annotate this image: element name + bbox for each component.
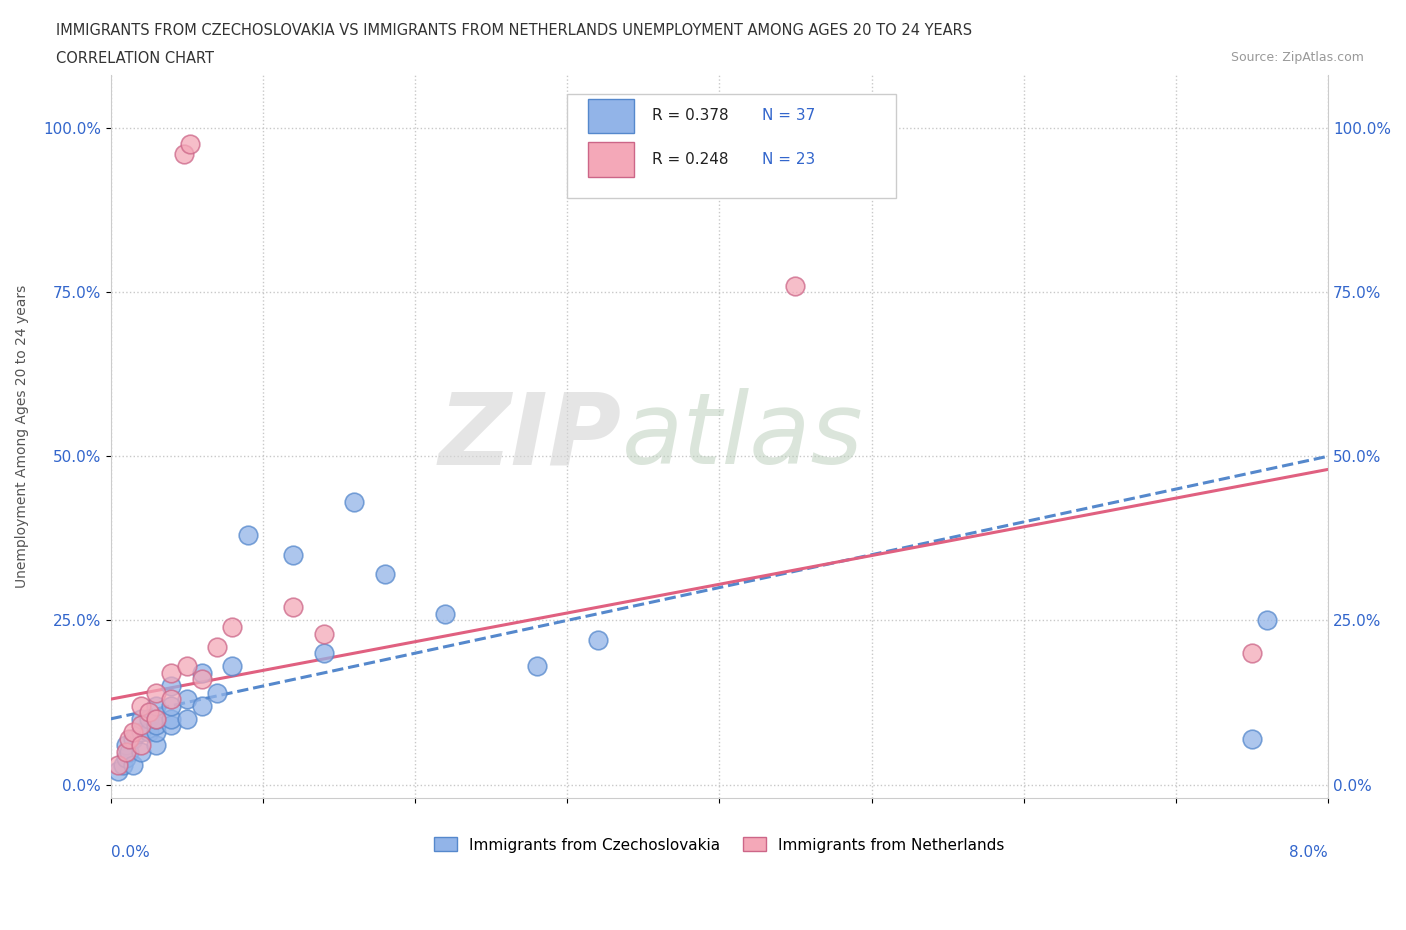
Point	[160, 692, 183, 707]
Point	[374, 567, 396, 582]
Point	[145, 737, 167, 752]
Point	[176, 658, 198, 673]
Point	[586, 632, 609, 647]
Text: N = 37: N = 37	[762, 109, 815, 124]
Point	[114, 744, 136, 759]
Point	[129, 718, 152, 733]
Point	[118, 744, 141, 759]
Text: R = 0.378: R = 0.378	[652, 109, 730, 124]
Text: atlas: atlas	[621, 388, 863, 485]
Legend: Immigrants from Czechoslovakia, Immigrants from Netherlands: Immigrants from Czechoslovakia, Immigran…	[427, 831, 1011, 858]
Point	[160, 679, 183, 694]
Point	[107, 757, 129, 772]
Point	[205, 685, 228, 700]
Point	[145, 711, 167, 726]
Point	[111, 757, 134, 772]
Point	[138, 711, 160, 726]
Point	[160, 711, 183, 726]
Point	[221, 619, 243, 634]
Point	[122, 731, 145, 746]
Point	[205, 639, 228, 654]
Point	[1241, 731, 1264, 746]
Text: IMMIGRANTS FROM CZECHOSLOVAKIA VS IMMIGRANTS FROM NETHERLANDS UNEMPLOYMENT AMONG: IMMIGRANTS FROM CZECHOSLOVAKIA VS IMMIGR…	[56, 23, 973, 38]
Point	[114, 737, 136, 752]
Point	[107, 764, 129, 778]
Point	[179, 137, 201, 152]
Point	[122, 724, 145, 739]
Point	[236, 527, 259, 542]
Point	[176, 711, 198, 726]
Bar	[588, 142, 634, 177]
Point	[312, 645, 335, 660]
Point	[160, 666, 183, 681]
Point	[343, 495, 366, 510]
Point	[122, 757, 145, 772]
Point	[138, 724, 160, 739]
Point	[176, 692, 198, 707]
Text: Source: ZipAtlas.com: Source: ZipAtlas.com	[1230, 51, 1364, 64]
Point	[145, 685, 167, 700]
Text: CORRELATION CHART: CORRELATION CHART	[56, 51, 214, 66]
Point	[283, 547, 305, 562]
Point	[138, 705, 160, 720]
Point	[191, 672, 214, 687]
Y-axis label: Unemployment Among Ages 20 to 24 years: Unemployment Among Ages 20 to 24 years	[15, 285, 30, 588]
Point	[145, 711, 167, 726]
FancyBboxPatch shape	[567, 94, 896, 198]
Point	[526, 658, 548, 673]
Point	[114, 751, 136, 765]
Text: R = 0.248: R = 0.248	[652, 152, 728, 166]
Point	[129, 698, 152, 713]
Point	[118, 731, 141, 746]
Point	[1241, 645, 1264, 660]
Bar	[588, 99, 634, 133]
Text: ZIP: ZIP	[439, 388, 621, 485]
Point	[145, 718, 167, 733]
Point	[1256, 613, 1278, 628]
Text: N = 23: N = 23	[762, 152, 815, 166]
Point	[129, 711, 152, 726]
Point	[145, 698, 167, 713]
Point	[785, 278, 807, 293]
Point	[173, 147, 195, 162]
Point	[129, 744, 152, 759]
Point	[221, 658, 243, 673]
Point	[191, 698, 214, 713]
Point	[191, 666, 214, 681]
Text: 8.0%: 8.0%	[1289, 844, 1329, 859]
Point	[283, 600, 305, 615]
Point	[129, 737, 152, 752]
Point	[129, 724, 152, 739]
Point	[145, 724, 167, 739]
Point	[160, 718, 183, 733]
Text: 0.0%: 0.0%	[111, 844, 149, 859]
Point	[434, 606, 457, 621]
Point	[312, 626, 335, 641]
Point	[160, 698, 183, 713]
